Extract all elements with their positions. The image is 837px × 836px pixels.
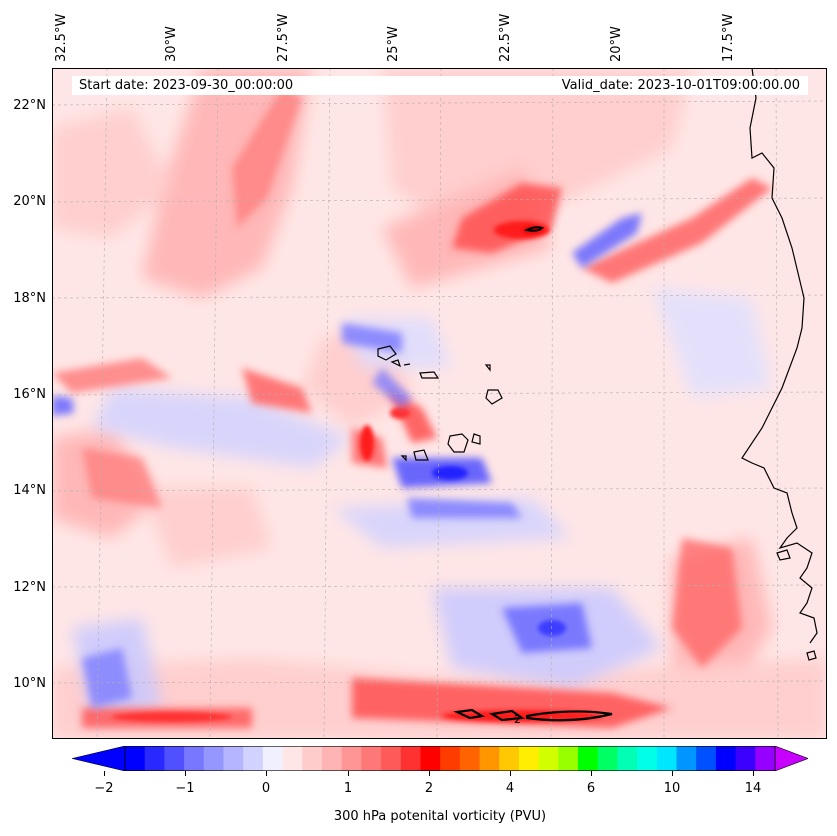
colorbar-segment <box>420 746 441 771</box>
cb-tickmark-10 <box>672 771 673 776</box>
colorbar-segment <box>243 746 264 771</box>
colorbar-segment <box>262 746 284 771</box>
lat-label-18n: 18°N <box>13 291 46 306</box>
valid-date: Valid_date: 2023-10-01T09:00:00.00 <box>561 78 800 93</box>
colorbar-segment <box>282 746 303 771</box>
lon-label-22.5w: 22.5°W <box>498 13 513 62</box>
colorbar-label: 300 hPa potenital vorticity (PVU) <box>333 809 547 824</box>
lon-label-30w: 30°W <box>164 26 179 62</box>
pv-2-contours <box>453 226 613 722</box>
colorbar-segment <box>755 746 776 771</box>
date-info-box: Start date: 2023-09-30_00:00:00 Valid_da… <box>72 76 808 95</box>
cb-tick-4: 4 <box>505 781 515 796</box>
lat-label-10n: 10°N <box>13 676 46 691</box>
cb-tick-m2: −2 <box>94 781 114 796</box>
lat-label-14n: 14°N <box>13 483 46 498</box>
colorbar-segment <box>558 746 579 771</box>
cb-tick-0: 0 <box>261 781 271 796</box>
lat-label-22n: 22°N <box>13 98 46 113</box>
colorbar-segment <box>203 746 224 771</box>
colorbar-segment <box>125 746 146 771</box>
colorbar-segment <box>223 746 244 771</box>
map-panel: 2 <box>52 68 827 739</box>
colorbar-segments <box>125 746 776 771</box>
lat-label-16n: 16°N <box>13 387 46 402</box>
cb-tickmark-m2 <box>104 771 105 776</box>
colorbar-frame <box>124 746 776 771</box>
lon-label-27.5w: 27.5°W <box>276 13 291 62</box>
colorbar-segment <box>361 746 382 771</box>
african-coastline <box>741 68 818 661</box>
colorbar-segment <box>459 746 481 771</box>
cb-tick-m1: −1 <box>175 781 195 796</box>
colorbar-extend-high <box>774 746 808 771</box>
colorbar-segment <box>518 746 540 771</box>
deep-blue-cores <box>432 466 566 636</box>
lat-label-20n: 20°N <box>13 194 46 209</box>
colorbar-segment <box>597 746 618 771</box>
lat-label-12n: 12°N <box>13 580 46 595</box>
colorbar-segment <box>735 746 756 771</box>
lon-label-20w: 20°W <box>609 26 624 62</box>
cb-tickmark-m1 <box>185 771 186 776</box>
colorbar-segment <box>538 746 559 771</box>
lon-label-32.5w: 32.5°W <box>54 13 69 62</box>
colorbar-segment <box>578 746 599 771</box>
colorbar <box>72 746 808 771</box>
cb-tick-10: 10 <box>663 781 681 796</box>
colorbar-segment <box>400 746 421 771</box>
colorbar-segment <box>499 746 520 771</box>
colorbar-segment <box>479 746 500 771</box>
colorbar-segment <box>696 746 717 771</box>
lon-label-17.5w: 17.5°W <box>721 13 736 62</box>
colorbar-segment <box>184 746 205 771</box>
cb-tick-2: 2 <box>424 781 434 796</box>
gridlines <box>52 68 827 739</box>
cb-tick-14: 14 <box>744 781 762 796</box>
lon-label-25w: 25°W <box>386 26 401 62</box>
cb-tickmark-6 <box>591 771 592 776</box>
colorbar-segment <box>676 746 697 771</box>
colorbar-segment <box>321 746 343 771</box>
colorbar-segment <box>617 746 638 771</box>
colorbar-segment <box>341 746 362 771</box>
colorbar-segment <box>715 746 737 771</box>
colorbar-extend-low <box>72 746 126 771</box>
cb-tick-1: 1 <box>343 781 353 796</box>
colorbar-segment <box>144 746 165 771</box>
contour-label: 2 <box>514 713 521 726</box>
colorbar-segment <box>637 746 658 771</box>
cb-tickmark-2 <box>429 771 430 776</box>
start-date: Start date: 2023-09-30_00:00:00 <box>79 78 294 93</box>
cape-verde-islands <box>377 345 503 462</box>
cb-tick-6: 6 <box>586 781 596 796</box>
colorbar-segment <box>381 746 402 771</box>
map-frame <box>52 68 827 739</box>
colorbar-segment <box>164 746 185 771</box>
potential-vorticity-field: 2 <box>52 68 827 739</box>
deep-red-cores <box>112 221 602 722</box>
colorbar-segment <box>440 746 461 771</box>
cb-tickmark-0 <box>266 771 267 776</box>
colorbar-segment <box>656 746 678 771</box>
colorbar-segment <box>302 746 323 771</box>
cb-tickmark-1 <box>348 771 349 776</box>
cb-tickmark-4 <box>510 771 511 776</box>
cb-tickmark-14 <box>753 771 754 776</box>
